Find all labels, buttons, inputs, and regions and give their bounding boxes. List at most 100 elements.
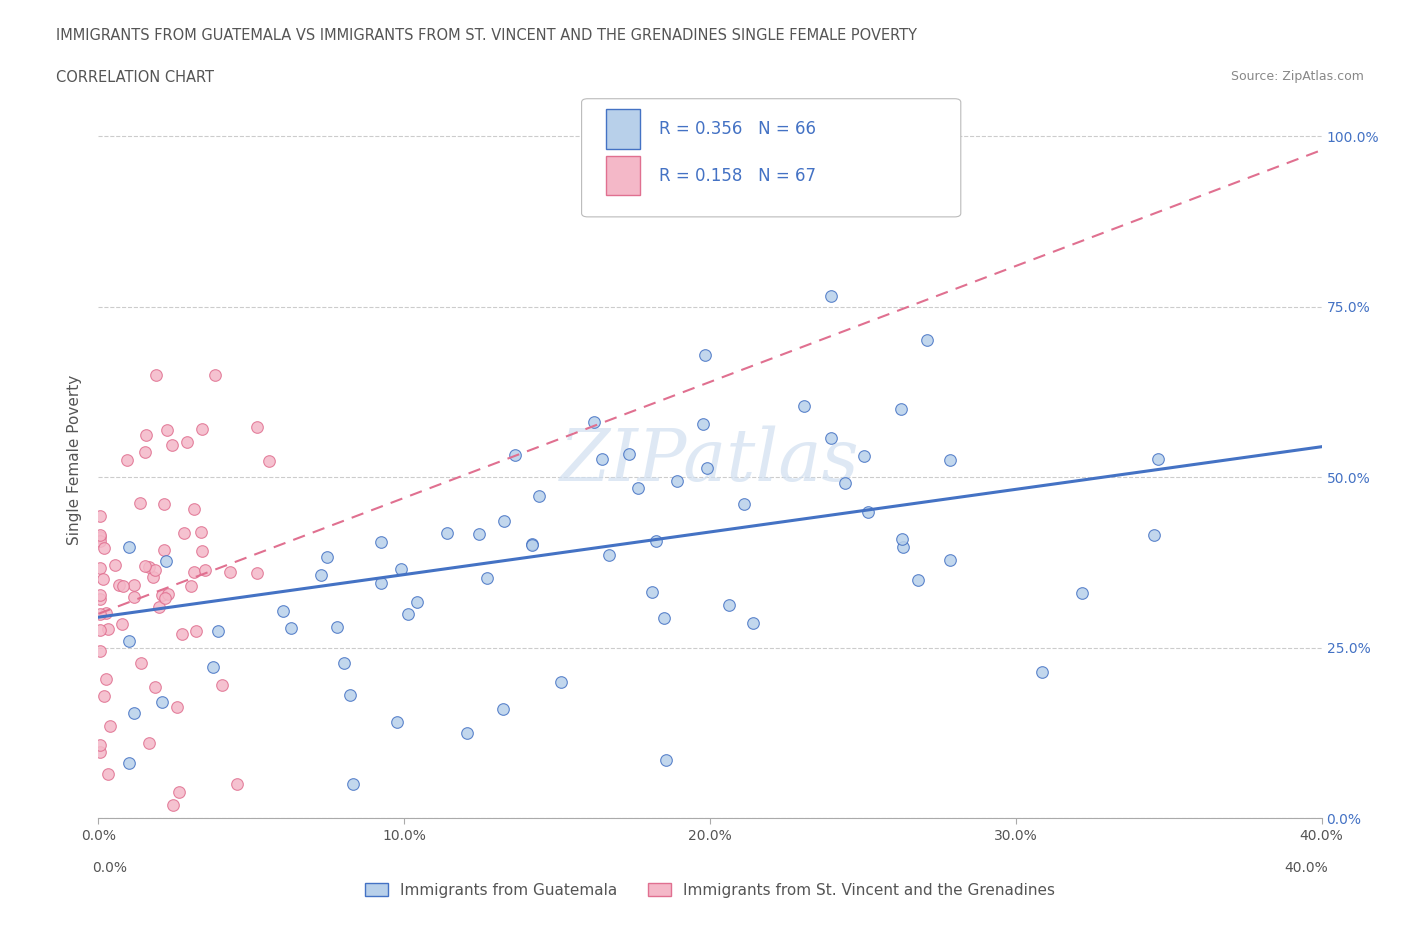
Point (718, 598, 741, 613)
Point (280, 620, 302, 635)
Point (505, 448, 527, 463)
Point (145, 367, 167, 382)
Point (396, 606, 419, 621)
Point (938, 552, 960, 567)
Point (1070, 585, 1092, 600)
Point (741, 615, 763, 630)
Text: IMMIGRANTS FROM GUATEMALA VS IMMIGRANTS FROM ST. VINCENT AND THE GRENADINES SING: IMMIGRANTS FROM GUATEMALA VS IMMIGRANTS … (56, 28, 917, 43)
Point (194, 563, 217, 578)
Point (583, 415, 606, 430)
Point (115, 453, 138, 468)
Point (257, 454, 280, 469)
Point (89, 528, 111, 543)
Point (598, 548, 620, 563)
Point (122, 706, 145, 721)
Point (166, 700, 188, 715)
Point (97, 766, 120, 781)
Point (406, 594, 429, 609)
Point (111, 617, 134, 631)
Point (385, 714, 408, 729)
Point (695, 347, 717, 362)
FancyBboxPatch shape (606, 110, 640, 149)
Text: 40.0%: 40.0% (1284, 861, 1327, 875)
Legend: Immigrants from Guatemala, Immigrants from St. Vincent and the Grenadines: Immigrants from Guatemala, Immigrants fr… (359, 877, 1062, 904)
Point (89, 530, 111, 545)
Point (170, 627, 193, 642)
Point (858, 504, 880, 519)
Point (309, 567, 332, 582)
Text: R = 0.158   N = 67: R = 0.158 N = 67 (658, 166, 815, 185)
Point (475, 570, 498, 585)
Point (339, 687, 361, 702)
Point (219, 565, 242, 579)
Point (666, 474, 689, 489)
Point (94, 605, 117, 620)
Point (527, 488, 550, 503)
Point (644, 534, 666, 549)
Point (271, 604, 294, 618)
Point (153, 497, 176, 512)
Point (150, 695, 173, 710)
Point (890, 402, 912, 417)
Point (617, 446, 640, 461)
Point (793, 399, 815, 414)
Point (89, 745, 111, 760)
Point (89, 623, 111, 638)
Point (207, 623, 229, 638)
Point (494, 514, 516, 529)
Point (180, 578, 202, 593)
Point (160, 437, 183, 452)
Point (733, 497, 755, 512)
Point (907, 572, 929, 587)
Point (152, 542, 174, 557)
FancyBboxPatch shape (582, 99, 960, 217)
Point (467, 526, 489, 541)
Point (333, 656, 356, 671)
Point (89, 606, 111, 621)
Point (492, 701, 515, 716)
Point (138, 560, 160, 575)
Point (93, 688, 115, 703)
Point (370, 535, 392, 550)
Point (118, 755, 141, 770)
Point (118, 633, 141, 648)
Point (641, 584, 664, 599)
Point (124, 578, 146, 593)
FancyBboxPatch shape (606, 156, 640, 195)
Point (370, 576, 392, 591)
Point (143, 563, 166, 578)
Text: R = 0.356   N = 66: R = 0.356 N = 66 (658, 120, 815, 139)
Point (94, 671, 117, 686)
Point (118, 539, 141, 554)
Point (246, 565, 269, 580)
Point (143, 680, 166, 695)
Point (91, 572, 114, 587)
Point (520, 538, 543, 552)
Point (162, 797, 184, 812)
Point (155, 591, 177, 605)
Point (142, 569, 165, 584)
Point (89, 592, 111, 607)
Point (652, 611, 675, 626)
Point (436, 525, 458, 540)
Point (89, 509, 111, 524)
Point (692, 417, 714, 432)
Text: Source: ZipAtlas.com: Source: ZipAtlas.com (1230, 70, 1364, 83)
Point (1143, 528, 1166, 543)
Point (135, 428, 157, 443)
Point (108, 578, 131, 592)
Point (915, 333, 938, 348)
Point (891, 539, 914, 554)
Point (156, 422, 179, 437)
Point (134, 445, 156, 459)
Point (89, 737, 111, 752)
Point (1147, 452, 1170, 467)
Point (173, 525, 195, 540)
Point (89, 534, 111, 549)
Point (186, 624, 208, 639)
Point (129, 655, 152, 670)
Point (89, 588, 111, 603)
Point (316, 550, 339, 565)
Point (183, 502, 205, 517)
Point (96, 621, 118, 636)
